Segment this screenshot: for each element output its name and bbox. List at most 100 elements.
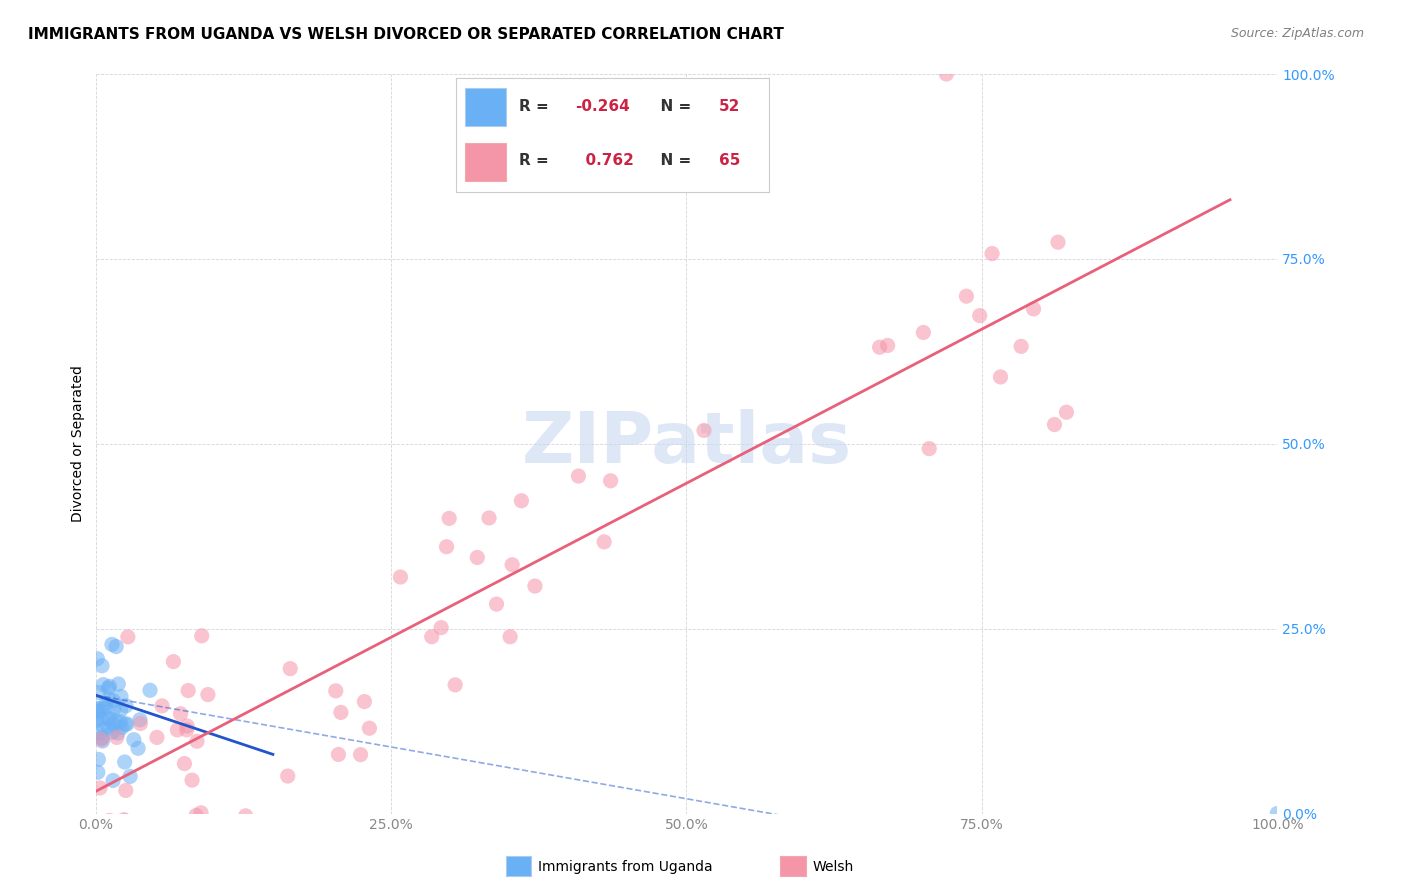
Text: Immigrants from Uganda: Immigrants from Uganda bbox=[538, 860, 713, 874]
Point bbox=[97, 711, 120, 725]
Point bbox=[146, 731, 169, 745]
Point bbox=[176, 723, 198, 737]
Point bbox=[918, 442, 941, 456]
Point bbox=[91, 734, 114, 748]
Point bbox=[90, 712, 112, 726]
Point bbox=[478, 511, 501, 525]
Point bbox=[103, 701, 125, 715]
Text: Welsh: Welsh bbox=[813, 860, 853, 874]
Point bbox=[420, 630, 443, 644]
Point bbox=[190, 805, 212, 820]
Point bbox=[84, 714, 107, 728]
Point bbox=[567, 469, 589, 483]
Point bbox=[122, 732, 145, 747]
Point bbox=[111, 721, 134, 735]
Point bbox=[1043, 417, 1066, 432]
Point bbox=[328, 747, 350, 762]
Point bbox=[98, 712, 121, 726]
Point bbox=[89, 816, 111, 830]
Point bbox=[869, 340, 891, 354]
Point bbox=[108, 714, 131, 729]
Point bbox=[1046, 235, 1069, 250]
Point bbox=[86, 651, 108, 665]
Point bbox=[325, 683, 347, 698]
Point bbox=[84, 701, 107, 715]
Point bbox=[117, 630, 139, 644]
Point bbox=[89, 780, 111, 795]
Point bbox=[186, 734, 208, 748]
Point bbox=[97, 692, 120, 706]
Point bbox=[91, 658, 114, 673]
Point bbox=[89, 702, 111, 716]
Point bbox=[129, 713, 152, 727]
Point bbox=[1056, 405, 1078, 419]
Point bbox=[87, 752, 110, 766]
Point bbox=[97, 681, 120, 695]
Point bbox=[349, 747, 371, 762]
Point bbox=[97, 721, 120, 735]
Point bbox=[169, 706, 191, 721]
Point bbox=[101, 773, 124, 788]
Point bbox=[87, 765, 110, 780]
Point bbox=[91, 678, 114, 692]
Point bbox=[139, 683, 162, 698]
Point bbox=[1022, 301, 1045, 316]
Point bbox=[437, 511, 460, 525]
Point bbox=[177, 683, 200, 698]
Point bbox=[501, 558, 523, 572]
Point bbox=[110, 690, 132, 704]
Point bbox=[436, 540, 458, 554]
Point bbox=[1010, 339, 1032, 353]
Point bbox=[150, 698, 173, 713]
Point bbox=[876, 338, 898, 352]
Point bbox=[523, 579, 546, 593]
Point bbox=[105, 640, 128, 654]
Point bbox=[115, 698, 138, 713]
Text: Source: ZipAtlas.com: Source: ZipAtlas.com bbox=[1230, 27, 1364, 40]
Point bbox=[181, 773, 204, 788]
Point bbox=[89, 704, 111, 718]
Point bbox=[129, 716, 152, 731]
Text: IMMIGRANTS FROM UGANDA VS WELSH DIVORCED OR SEPARATED CORRELATION CHART: IMMIGRANTS FROM UGANDA VS WELSH DIVORCED… bbox=[28, 27, 785, 42]
Point bbox=[101, 637, 124, 651]
Point bbox=[114, 755, 136, 769]
Point bbox=[176, 719, 198, 733]
Point bbox=[110, 703, 132, 717]
Point bbox=[359, 721, 381, 735]
Point bbox=[955, 289, 977, 303]
Point bbox=[353, 695, 375, 709]
Point bbox=[86, 712, 108, 726]
Point bbox=[112, 813, 135, 827]
Point bbox=[91, 822, 114, 836]
Point bbox=[114, 814, 136, 828]
Point bbox=[86, 705, 108, 719]
Point bbox=[969, 309, 991, 323]
Point bbox=[329, 706, 352, 720]
Point bbox=[277, 769, 299, 783]
Point bbox=[389, 570, 412, 584]
Point bbox=[510, 493, 533, 508]
Point bbox=[90, 731, 112, 745]
Point bbox=[444, 678, 467, 692]
Point bbox=[127, 741, 149, 756]
Point bbox=[98, 680, 121, 694]
Point bbox=[114, 783, 136, 797]
Point bbox=[599, 474, 621, 488]
Point bbox=[104, 714, 127, 728]
Point bbox=[87, 836, 110, 850]
Point bbox=[98, 814, 121, 828]
Point bbox=[1265, 806, 1288, 821]
Point bbox=[93, 721, 115, 735]
Point bbox=[101, 725, 124, 739]
Point bbox=[87, 685, 110, 699]
Point bbox=[990, 370, 1012, 384]
Point bbox=[465, 550, 488, 565]
Point bbox=[499, 630, 522, 644]
Point bbox=[105, 731, 128, 745]
Point bbox=[103, 694, 125, 708]
Y-axis label: Divorced or Separated: Divorced or Separated bbox=[72, 366, 86, 522]
Point bbox=[235, 809, 257, 823]
Point bbox=[107, 817, 129, 831]
Point bbox=[593, 534, 616, 549]
Point bbox=[166, 723, 188, 737]
